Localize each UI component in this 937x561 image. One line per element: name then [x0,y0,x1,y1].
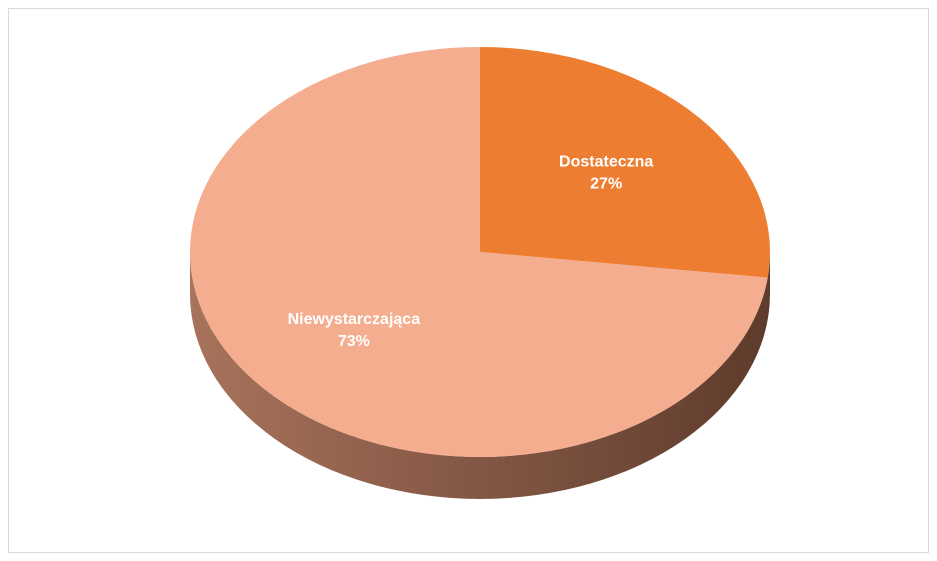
pie-slice [190,47,768,457]
pie-side [190,252,770,499]
slice-value-label: 73% [338,333,370,350]
slice-label: Niewystarczająca [288,311,421,328]
pie-slice [480,47,770,278]
slice-value-label: 27% [590,176,622,193]
slice-label: Dostateczna [559,154,653,171]
